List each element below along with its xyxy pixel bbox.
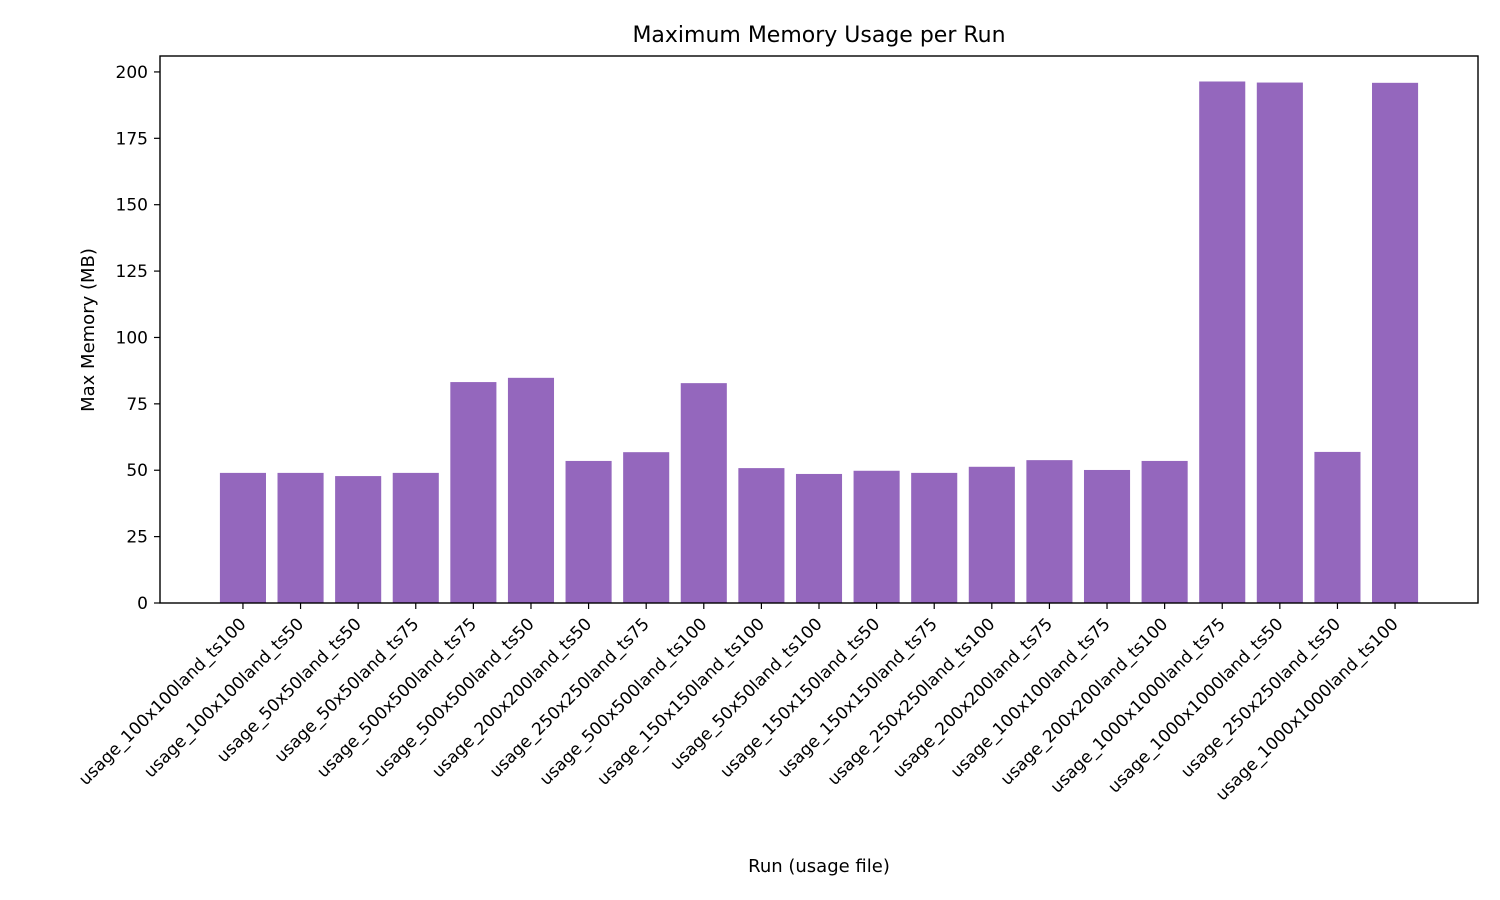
bar-usage_1000x1000land_ts50 xyxy=(1256,82,1303,603)
y-tick-label: 75 xyxy=(126,395,148,415)
bar-usage_150x150land_ts75 xyxy=(911,472,958,603)
bar-usage_50x50land_ts75 xyxy=(392,472,439,603)
plot-frame xyxy=(159,55,1479,604)
bar-usage_250x250land_ts100 xyxy=(968,466,1015,603)
y-tick-label: 125 xyxy=(116,262,148,282)
bar-usage_100x100land_ts50 xyxy=(277,472,324,603)
x-axis-label: Run (usage file) xyxy=(748,856,890,877)
bar-usage_200x200land_ts75 xyxy=(1026,460,1073,603)
bar-usage_150x150land_ts100 xyxy=(738,468,785,603)
bar-usage_150x150land_ts50 xyxy=(853,470,900,603)
bar-usage_250x250land_ts50 xyxy=(1314,451,1361,603)
y-tick-label: 175 xyxy=(116,129,148,149)
bar-usage_500x500land_ts75 xyxy=(450,382,497,603)
bar-usage_100x100land_ts100 xyxy=(219,472,266,603)
bar-usage_500x500land_ts100 xyxy=(680,383,727,603)
bar-usage_500x500land_ts50 xyxy=(507,377,555,603)
bar-usage_50x50land_ts100 xyxy=(795,473,843,603)
chart-title: Maximum Memory Usage per Run xyxy=(632,23,1005,48)
bar-usage_1000x1000land_ts100 xyxy=(1372,82,1419,604)
bar-usage_50x50land_ts50 xyxy=(335,476,382,603)
bar-usage_200x200land_ts50 xyxy=(565,460,612,603)
bar-usage_100x100land_ts75 xyxy=(1083,469,1131,603)
y-tick-label: 0 xyxy=(137,594,148,614)
bar-usage_1000x1000land_ts75 xyxy=(1199,81,1246,603)
bar-usage_200x200land_ts100 xyxy=(1141,460,1188,603)
y-tick-label: 150 xyxy=(116,196,148,216)
y-tick-label: 100 xyxy=(116,328,148,348)
y-tick-label: 50 xyxy=(126,461,148,481)
y-tick-label: 200 xyxy=(116,63,148,83)
y-axis-label: Max Memory (MB) xyxy=(78,248,99,412)
y-axis: 0 25 50 75 100 125 150 175 200 xyxy=(116,63,160,614)
bar-usage_250x250land_ts75 xyxy=(623,452,670,603)
x-axis: usage_100x100land_ts100usage_100x100land… xyxy=(75,603,1403,805)
y-tick-label: 25 xyxy=(126,528,148,548)
bars-group xyxy=(219,81,1419,604)
